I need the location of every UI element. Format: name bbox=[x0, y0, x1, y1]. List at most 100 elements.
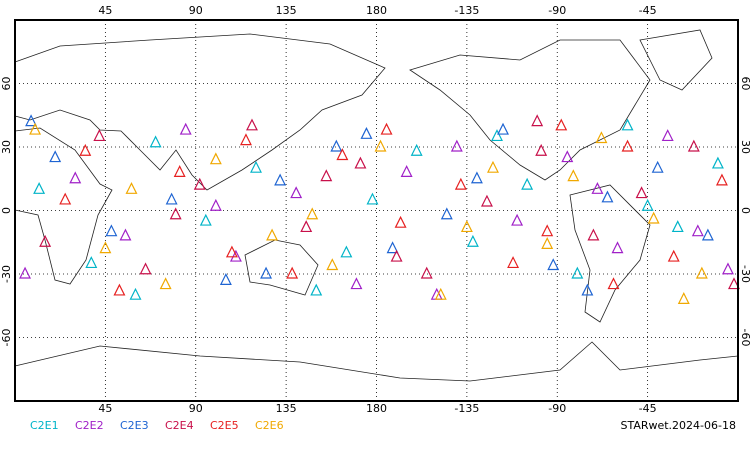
legend-entry: C2E4 bbox=[165, 419, 194, 432]
legend-entry: C2E5 bbox=[210, 419, 239, 432]
point bbox=[621, 118, 634, 131]
point bbox=[246, 118, 258, 131]
point bbox=[434, 287, 447, 300]
point bbox=[59, 192, 72, 205]
point bbox=[641, 198, 654, 211]
point bbox=[487, 160, 499, 173]
point bbox=[113, 283, 126, 296]
point bbox=[336, 148, 349, 161]
x-tick-label: 90 bbox=[189, 4, 203, 17]
point bbox=[541, 224, 554, 237]
y-tick-label: 60 bbox=[739, 77, 750, 91]
y-tick-label: 0 bbox=[739, 207, 750, 214]
map-frame bbox=[14, 19, 739, 402]
points bbox=[19, 114, 740, 304]
point bbox=[209, 152, 222, 165]
legend-entry: C2E3 bbox=[120, 419, 149, 432]
point bbox=[239, 133, 252, 146]
point bbox=[687, 139, 700, 152]
point bbox=[661, 129, 674, 142]
point bbox=[193, 177, 206, 190]
point bbox=[587, 228, 600, 241]
point bbox=[450, 139, 463, 152]
point bbox=[209, 198, 222, 211]
y-tick-label: 0 bbox=[0, 207, 13, 214]
point bbox=[165, 192, 178, 205]
greenland bbox=[639, 29, 713, 91]
point bbox=[129, 287, 142, 300]
point bbox=[105, 224, 118, 237]
point bbox=[561, 150, 574, 163]
point bbox=[159, 277, 172, 290]
point bbox=[611, 241, 624, 254]
x-tick-label: -90 bbox=[548, 4, 566, 17]
eurasia bbox=[14, 33, 386, 191]
point bbox=[521, 177, 534, 190]
coastlines bbox=[14, 29, 739, 382]
point bbox=[721, 262, 734, 275]
point bbox=[454, 177, 467, 190]
point bbox=[420, 266, 433, 279]
y-tick-label: -60 bbox=[739, 329, 750, 347]
point bbox=[49, 150, 62, 163]
point bbox=[274, 173, 287, 186]
point bbox=[410, 143, 423, 156]
point bbox=[29, 122, 42, 135]
point bbox=[555, 118, 568, 131]
x-tick-label: -90 bbox=[548, 402, 566, 415]
point bbox=[647, 211, 660, 224]
point bbox=[360, 126, 373, 139]
point bbox=[93, 129, 106, 142]
point bbox=[300, 220, 313, 233]
point bbox=[581, 283, 594, 296]
point bbox=[219, 273, 232, 285]
point bbox=[440, 207, 453, 220]
point bbox=[728, 277, 740, 290]
point bbox=[366, 192, 379, 205]
point bbox=[535, 143, 548, 156]
y-tick-label: 60 bbox=[0, 77, 13, 91]
point bbox=[250, 160, 262, 173]
point bbox=[119, 228, 132, 241]
point bbox=[173, 165, 186, 177]
point bbox=[290, 186, 303, 199]
point bbox=[390, 249, 403, 262]
x-tick-label: -135 bbox=[454, 4, 479, 17]
point bbox=[199, 213, 212, 226]
point bbox=[125, 181, 138, 194]
point bbox=[380, 122, 393, 135]
y-tick-label: 30 bbox=[0, 140, 13, 154]
point bbox=[711, 156, 724, 169]
point bbox=[567, 169, 580, 182]
point bbox=[715, 173, 728, 186]
x-tick-label: 135 bbox=[276, 4, 297, 17]
point bbox=[547, 258, 560, 271]
point bbox=[225, 245, 238, 258]
point bbox=[491, 129, 503, 142]
x-tick-label: 135 bbox=[276, 402, 297, 415]
point bbox=[179, 122, 192, 135]
point bbox=[394, 215, 407, 228]
point bbox=[511, 213, 524, 226]
point bbox=[266, 228, 279, 241]
legend-entry: C2E2 bbox=[75, 419, 104, 432]
point bbox=[330, 139, 343, 152]
point bbox=[541, 237, 554, 249]
point bbox=[480, 194, 493, 207]
x-tick-label: 45 bbox=[98, 402, 112, 415]
point bbox=[350, 277, 363, 290]
y-tick-label: -30 bbox=[0, 265, 13, 283]
point bbox=[169, 207, 182, 220]
point bbox=[286, 266, 299, 279]
point bbox=[306, 207, 319, 220]
point bbox=[691, 224, 704, 237]
point bbox=[667, 249, 680, 262]
x-tick-label: 180 bbox=[366, 4, 387, 17]
legend-entry: C2E1 bbox=[30, 419, 59, 432]
point bbox=[571, 266, 584, 279]
point bbox=[85, 256, 98, 269]
y-tick-label: -30 bbox=[739, 265, 750, 283]
x-tick-label: 180 bbox=[366, 402, 387, 415]
point bbox=[39, 234, 52, 247]
